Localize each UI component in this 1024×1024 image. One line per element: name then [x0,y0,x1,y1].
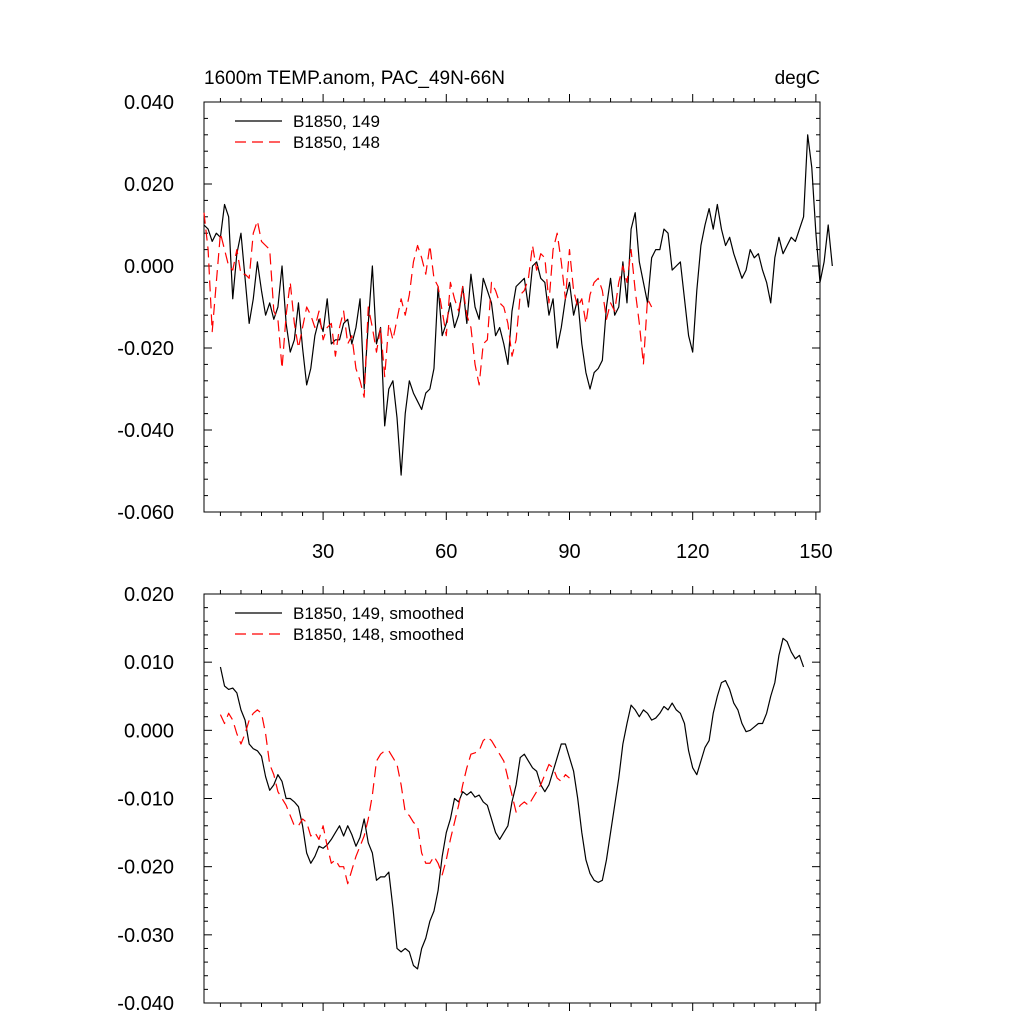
y-tick-label: -0.030 [117,925,174,947]
axis-ticks: -0.060 -0.040 -0.020 0.000 0.020 0.040 30 60 90 1… [117,92,832,563]
x-tick-label: 150 [799,541,832,563]
plot-frame [203,101,821,513]
x-tick-label: 60 [435,541,457,563]
y-tick-label: -0.060 [117,502,174,524]
legend-label-148-smoothed: B1850, 148, smoothed [293,625,464,644]
chart-title: 1600m TEMP.anom, PAC_49N-66N [204,68,505,89]
y-tick-label: 0.000 [124,256,174,278]
y-tick-label: -0.020 [117,857,174,879]
x-tick-label: 90 [558,541,580,563]
legend-label-149: B1850, 149 [293,112,380,131]
series-line-0 [219,637,805,970]
x-tick-label: 30 [312,541,334,563]
x-tick-label: 120 [676,541,709,563]
y-tick-label: -0.040 [117,993,174,1015]
plot-frame [203,593,821,1004]
data-series-group [203,134,833,476]
y-tick-label: -0.010 [117,789,174,811]
series-line-0 [203,134,833,476]
data-series-group [219,637,805,970]
y-tick-label: -0.040 [117,420,174,442]
legend: B1850, 149 B1850, 148 [235,112,380,152]
axis-ticks: -0.040 -0.030 -0.020 -0.010 0.000 0.010 0.020 [117,584,820,1015]
legend-label-149-smoothed: B1850, 149, smoothed [293,604,464,623]
y-tick-label: 0.020 [124,174,174,196]
series-line-1 [219,709,570,885]
chart-units: degC [775,68,820,89]
top-panel: 1600m TEMP.anom, PAC_49N-66N degC -0.060… [117,68,833,563]
legend: B1850, 149, smoothed B1850, 148, smoothe… [235,604,464,644]
y-tick-label: 0.000 [124,720,174,742]
legend-label-148: B1850, 148 [293,133,380,152]
y-tick-label: 0.020 [124,584,174,606]
y-tick-label: 0.010 [124,652,174,674]
series-line-1 [203,212,653,398]
y-tick-label: 0.040 [124,92,174,114]
y-tick-label: -0.020 [117,338,174,360]
bottom-panel: -0.040-0.030-0.020-0.0100.0000.0100.020 … [117,584,821,1015]
